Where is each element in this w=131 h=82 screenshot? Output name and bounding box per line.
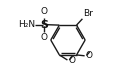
Text: O: O	[41, 7, 48, 16]
Text: S: S	[40, 20, 48, 30]
Text: O: O	[68, 56, 75, 65]
Text: O: O	[85, 51, 92, 60]
Text: Br: Br	[83, 9, 93, 18]
Text: O: O	[41, 33, 48, 42]
Text: H₂N: H₂N	[18, 20, 35, 29]
